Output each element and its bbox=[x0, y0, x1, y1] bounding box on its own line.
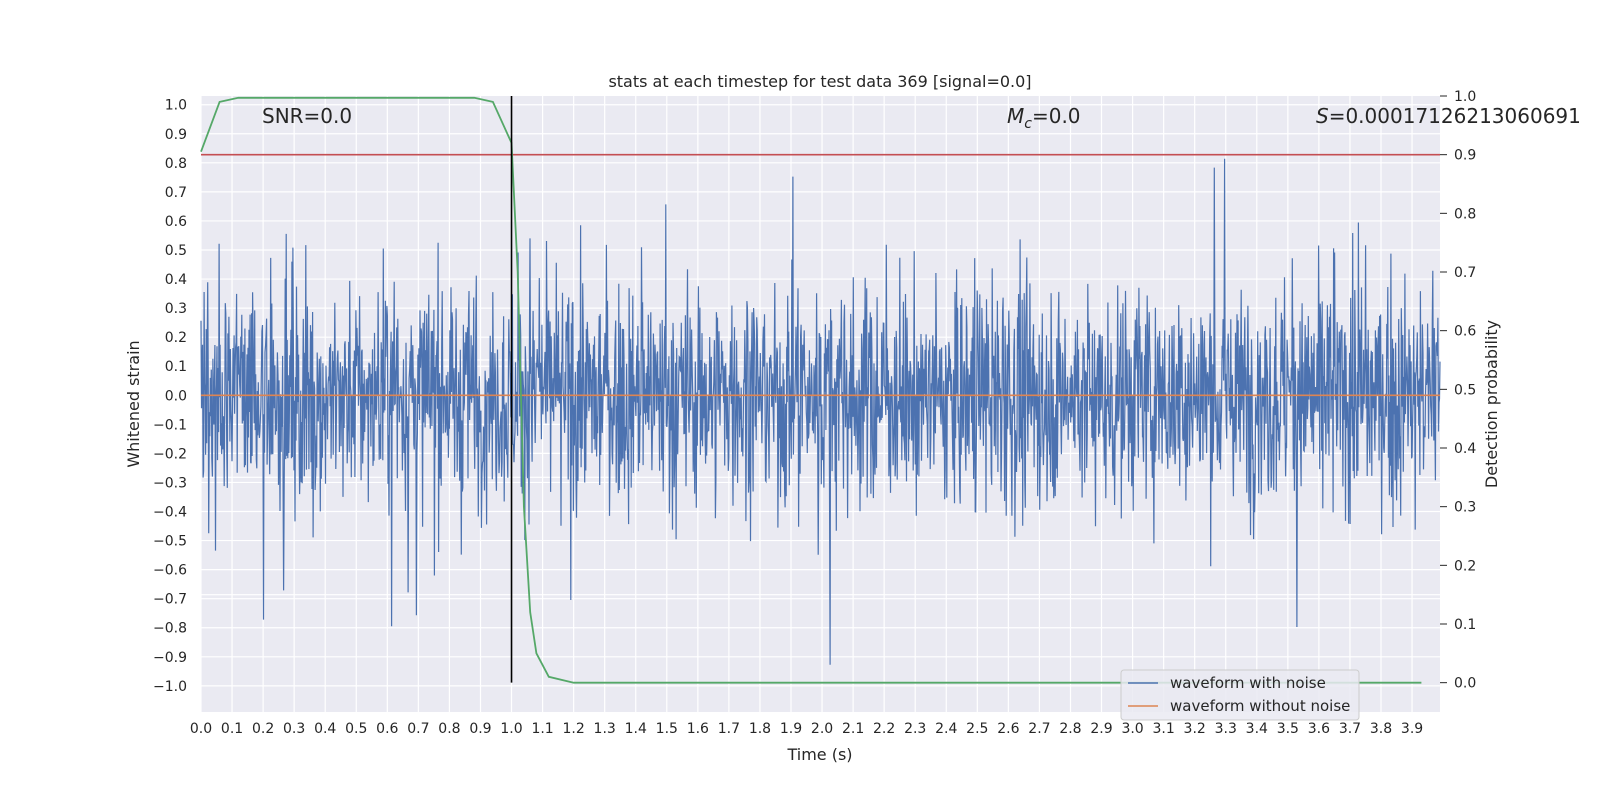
y-tick-label: −0.8 bbox=[153, 621, 187, 637]
y-tick-label: −0.1 bbox=[153, 417, 187, 433]
x-tick-label: 3.1 bbox=[1152, 721, 1174, 737]
y-tick-label: −0.3 bbox=[153, 475, 187, 491]
x-tick-label: 1.7 bbox=[718, 721, 740, 737]
y-tick-label: −0.4 bbox=[153, 505, 187, 521]
y-tick-label: −1.0 bbox=[153, 679, 187, 695]
x-tick-labels: 0.0 0.1 0.2 0.3 0.4 0.5 0.6 0.7 0.8 0.9 1.0 1.1 1.2 1… bbox=[190, 721, 1423, 737]
y-tick-label: −0.7 bbox=[153, 592, 187, 608]
x-tick-label: 2.7 bbox=[1028, 721, 1050, 737]
x-axis-label: Time (s) bbox=[786, 745, 852, 764]
y-tick-label: 0.2 bbox=[165, 330, 187, 346]
x-tick-label: 1.8 bbox=[749, 721, 771, 737]
y-tick-label: −0.2 bbox=[153, 446, 187, 462]
y-tick-label: 0.3 bbox=[165, 301, 187, 317]
y2-tick-label: 0.9 bbox=[1454, 148, 1476, 164]
x-tick-label: 2.5 bbox=[966, 721, 988, 737]
x-tick-label: 3.8 bbox=[1370, 721, 1392, 737]
mc-annotation: Mc=0.0 bbox=[1007, 104, 1081, 132]
x-tick-label: 2.4 bbox=[935, 721, 957, 737]
x-tick-label: 3.4 bbox=[1246, 721, 1268, 737]
y2-tick-label: 0.1 bbox=[1454, 617, 1476, 633]
x-tick-label: 2.6 bbox=[997, 721, 1019, 737]
y2-tick-labels: 0.0 0.1 0.2 0.3 0.4 0.5 0.6 0.7 0.8 0.9 1.0 bbox=[1440, 89, 1476, 692]
x-tick-label: 0.5 bbox=[345, 721, 367, 737]
x-tick-label: 1.1 bbox=[531, 721, 553, 737]
x-tick-label: 2.9 bbox=[1090, 721, 1112, 737]
x-tick-label: 0.4 bbox=[314, 721, 336, 737]
y-tick-label: 0.6 bbox=[165, 214, 187, 230]
chart-title: stats at each timestep for test data 369… bbox=[608, 72, 1031, 91]
x-tick-label: 0.6 bbox=[376, 721, 398, 737]
x-tick-label: 1.9 bbox=[780, 721, 802, 737]
y2-axis-label: Detection probability bbox=[1482, 320, 1501, 488]
x-tick-label: 0.9 bbox=[469, 721, 491, 737]
s-symbol: S bbox=[1316, 104, 1329, 128]
mc-symbol: M bbox=[1007, 104, 1024, 128]
x-tick-label: 3.5 bbox=[1277, 721, 1299, 737]
x-tick-label: 2.0 bbox=[811, 721, 833, 737]
waveform-with-noise-line bbox=[200, 158, 1441, 665]
x-tick-label: 1.3 bbox=[594, 721, 616, 737]
y-tick-label: 0.7 bbox=[165, 185, 187, 201]
s-value: =0.00017126213060691 bbox=[1329, 104, 1581, 128]
x-tick-label: 1.2 bbox=[562, 721, 584, 737]
x-tick-label: 3.2 bbox=[1184, 721, 1206, 737]
x-tick-label: 1.0 bbox=[500, 721, 522, 737]
mc-value: =0.0 bbox=[1032, 104, 1081, 128]
y-axis-label: Whitened strain bbox=[124, 340, 143, 467]
y2-tick-label: 0.6 bbox=[1454, 324, 1476, 340]
x-tick-label: 0.2 bbox=[252, 721, 274, 737]
mc-subscript: c bbox=[1024, 116, 1032, 132]
x-tick-label: 0.8 bbox=[438, 721, 460, 737]
legend-label-noise: waveform with noise bbox=[1170, 674, 1326, 692]
x-tick-label: 3.6 bbox=[1308, 721, 1330, 737]
y-tick-label: −0.6 bbox=[153, 563, 187, 579]
x-tick-label: 3.9 bbox=[1401, 721, 1423, 737]
noise-series bbox=[200, 158, 1441, 665]
x-tick-label: 0.0 bbox=[190, 721, 212, 737]
y-tick-label: 0.0 bbox=[165, 388, 187, 404]
x-tick-label: 2.8 bbox=[1059, 721, 1081, 737]
y2-tick-label: 0.4 bbox=[1454, 441, 1476, 457]
x-tick-label: 2.3 bbox=[904, 721, 926, 737]
y2-tick-label: 0.5 bbox=[1454, 382, 1476, 398]
y-tick-label: 0.1 bbox=[165, 359, 187, 375]
y2-tick-label: 0.2 bbox=[1454, 558, 1476, 574]
y-tick-label: −0.5 bbox=[153, 534, 187, 550]
x-tick-label: 1.6 bbox=[687, 721, 709, 737]
x-tick-label: 0.3 bbox=[283, 721, 305, 737]
y-tick-label: 0.4 bbox=[165, 272, 187, 288]
y-tick-label: 0.5 bbox=[165, 243, 187, 259]
legend-box bbox=[1120, 669, 1360, 721]
x-tick-label: 0.1 bbox=[221, 721, 243, 737]
y-grid bbox=[201, 104, 1440, 687]
snr-annotation: SNR=0.0 bbox=[262, 104, 352, 128]
y2-tick-label: 0.8 bbox=[1454, 206, 1476, 222]
s-annotation: S=0.00017126213060691 bbox=[1316, 104, 1581, 128]
x-tick-label: 1.5 bbox=[656, 721, 678, 737]
detection-probability-line bbox=[200, 96, 1422, 684]
y-tick-labels: −1.0 −0.9 −0.8 −0.7 −0.6 −0.5 −0.4 −0.3 −0.2 −0.1… bbox=[153, 98, 187, 695]
legend: waveform with noise waveform without noi… bbox=[1120, 669, 1360, 721]
x-tick-label: 0.7 bbox=[407, 721, 429, 737]
x-tick-label: 3.0 bbox=[1121, 721, 1143, 737]
y-tick-label: −0.9 bbox=[153, 650, 187, 666]
x-tick-label: 1.4 bbox=[625, 721, 647, 737]
x-tick-label: 2.2 bbox=[873, 721, 895, 737]
y2-tick-label: 1.0 bbox=[1454, 89, 1476, 105]
x-tick-label: 3.7 bbox=[1339, 721, 1361, 737]
x-tick-label: 2.1 bbox=[842, 721, 864, 737]
y-tick-label: 0.8 bbox=[165, 156, 187, 172]
y2-tick-label: 0.0 bbox=[1454, 676, 1476, 692]
y-tick-label: 1.0 bbox=[165, 98, 187, 114]
x-tick-label: 3.3 bbox=[1215, 721, 1237, 737]
y2-tick-label: 0.7 bbox=[1454, 265, 1476, 281]
y-tick-label: 0.9 bbox=[165, 127, 187, 143]
y2-tick-label: 0.3 bbox=[1454, 500, 1476, 516]
legend-label-clean: waveform without noise bbox=[1170, 697, 1350, 715]
